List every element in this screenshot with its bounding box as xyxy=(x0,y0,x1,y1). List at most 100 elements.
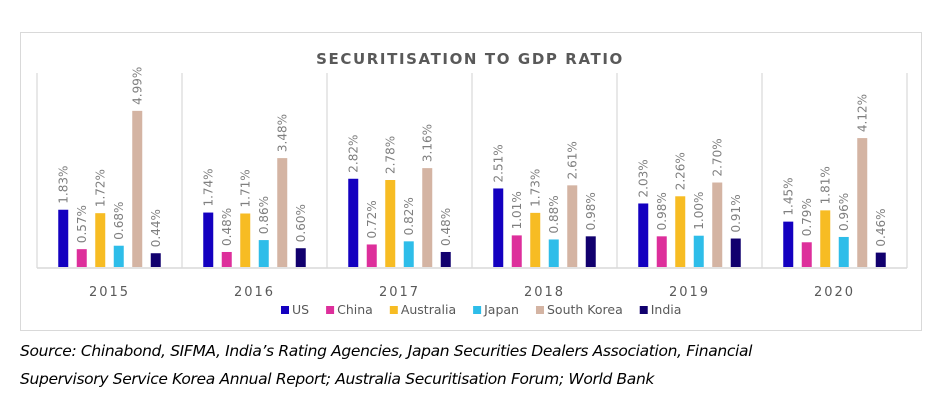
data-labels-layer: 1.83% 0.57% 1.72% 0.68% 4.99% 0.44% 1.74% 0.48%… xyxy=(57,67,889,247)
bar-south-korea-2016 xyxy=(277,158,288,267)
legend-label: US xyxy=(292,302,309,317)
bar-china-2015 xyxy=(76,249,87,267)
bar-japan-2015 xyxy=(113,245,124,267)
data-label: 0.98% xyxy=(584,192,598,230)
bar-japan-2017 xyxy=(403,241,414,267)
legend-item-us: US xyxy=(281,302,309,317)
bar-australia-2020 xyxy=(820,210,831,267)
bar-china-2016 xyxy=(221,251,232,267)
legend-swatch xyxy=(535,306,544,314)
bar-us-2017 xyxy=(348,178,359,267)
chart-title: SECURITISATION TO GDP RATIO xyxy=(316,50,624,68)
data-label: 1.01% xyxy=(510,191,524,229)
legend-label: India xyxy=(651,302,682,317)
legend-item-australia: Australia xyxy=(389,302,456,317)
data-label: 2.51% xyxy=(492,144,506,182)
chart-frame xyxy=(20,32,922,331)
data-label: 0.86% xyxy=(257,196,271,234)
data-label: 0.57% xyxy=(75,205,89,243)
data-label: 0.48% xyxy=(220,208,234,246)
data-label: 1.72% xyxy=(94,169,108,207)
data-label: 2.03% xyxy=(637,159,651,197)
bar-india-2019 xyxy=(730,238,741,267)
data-label: 1.71% xyxy=(239,169,253,207)
bar-china-2020 xyxy=(801,242,812,267)
legend-label: Australia xyxy=(401,302,456,317)
data-label: 0.46% xyxy=(874,208,888,246)
bars-layer xyxy=(58,110,886,267)
bar-japan-2020 xyxy=(838,236,849,267)
legend-label: China xyxy=(337,302,373,317)
data-label: 3.16% xyxy=(421,124,435,162)
legend-label: South Korea xyxy=(547,302,623,317)
x-tick-label: 2019 xyxy=(669,285,710,300)
bar-australia-2016 xyxy=(240,213,251,267)
bar-japan-2019 xyxy=(693,235,704,267)
source-note-line-2: Supervisory Service Korea Annual Report;… xyxy=(20,370,655,388)
x-tick-label: 2017 xyxy=(379,285,420,300)
data-label: 0.91% xyxy=(729,194,743,232)
legend-swatch xyxy=(473,306,482,314)
data-label: 1.00% xyxy=(692,192,706,230)
group-separators xyxy=(36,73,908,268)
legend: US China Australia Japan South Korea India xyxy=(281,302,681,317)
data-label: 0.44% xyxy=(149,209,163,247)
data-label: 0.82% xyxy=(402,197,416,235)
data-label: 1.83% xyxy=(57,166,71,204)
bar-us-2016 xyxy=(203,212,214,267)
data-label: 2.70% xyxy=(711,138,725,176)
legend-item-south-korea: South Korea xyxy=(535,302,623,317)
bar-us-2019 xyxy=(638,203,649,267)
x-tick-labels: 2015 2016 2017 2018 2019 2020 xyxy=(89,285,855,300)
data-label: 0.72% xyxy=(365,200,379,238)
data-label: 0.60% xyxy=(294,204,308,242)
x-tick-label: 2018 xyxy=(524,285,565,300)
bar-australia-2017 xyxy=(385,180,396,267)
bar-india-2018 xyxy=(585,236,596,267)
bar-south-korea-2015 xyxy=(132,110,143,267)
source-note-line-1: Source: Chinabond, SIFMA, India’s Rating… xyxy=(20,342,753,360)
data-label: 0.79% xyxy=(800,198,814,236)
x-tick-label: 2016 xyxy=(234,285,275,300)
bar-us-2020 xyxy=(783,221,794,267)
legend-swatch xyxy=(326,306,335,314)
data-label: 0.88% xyxy=(547,195,561,233)
data-label: 0.98% xyxy=(655,192,669,230)
bar-chart: SECURITISATION TO GDP RATIO 1.83%0.57%1.… xyxy=(36,50,908,317)
legend-swatch xyxy=(281,306,289,314)
data-label: 1.74% xyxy=(202,168,216,206)
bar-australia-2015 xyxy=(95,213,106,267)
x-tick-label: 2020 xyxy=(814,285,855,300)
data-label: 2.26% xyxy=(674,152,688,190)
bar-australia-2019 xyxy=(675,196,686,267)
legend-label: Japan xyxy=(483,302,519,317)
bar-china-2018 xyxy=(511,235,522,267)
bar-us-2015 xyxy=(58,209,69,267)
legend-item-india: India xyxy=(639,302,682,317)
bar-us-2018 xyxy=(493,188,504,267)
bar-south-korea-2019 xyxy=(712,182,723,267)
data-label: 4.99% xyxy=(131,67,145,105)
x-tick-label: 2015 xyxy=(89,285,130,300)
data-label: 3.48% xyxy=(276,114,290,152)
data-label: 0.68% xyxy=(112,202,126,240)
data-label: 2.61% xyxy=(566,141,580,179)
legend-swatch xyxy=(389,306,398,314)
data-label: 2.78% xyxy=(384,136,398,174)
bar-india-2020 xyxy=(875,252,886,267)
data-label: 2.82% xyxy=(347,135,361,173)
bar-south-korea-2020 xyxy=(857,138,868,267)
bar-india-2017 xyxy=(440,251,451,267)
data-label: 1.81% xyxy=(819,166,833,204)
bar-south-korea-2018 xyxy=(567,185,578,267)
bar-south-korea-2017 xyxy=(422,168,433,267)
bar-japan-2018 xyxy=(548,239,559,267)
bar-china-2019 xyxy=(656,236,667,267)
bar-china-2017 xyxy=(366,244,377,267)
data-label: 0.96% xyxy=(837,193,851,231)
legend-item-japan: Japan xyxy=(473,302,519,317)
data-label: 4.12% xyxy=(856,94,870,132)
legend-swatch xyxy=(639,306,648,314)
data-label: 0.48% xyxy=(439,208,453,246)
bar-india-2015 xyxy=(150,253,161,267)
